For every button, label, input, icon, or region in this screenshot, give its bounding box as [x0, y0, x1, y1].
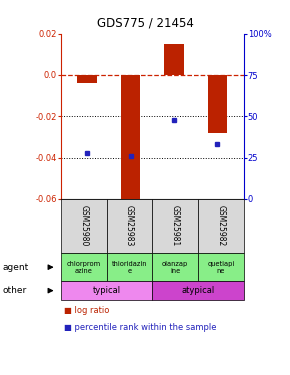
Text: GSM25980: GSM25980: [79, 205, 88, 247]
Bar: [164, 44, 184, 75]
Text: thioridazin
e: thioridazin e: [112, 261, 147, 274]
Text: ■ percentile rank within the sample: ■ percentile rank within the sample: [64, 322, 216, 332]
Bar: [77, 75, 97, 83]
Text: quetiapi
ne: quetiapi ne: [207, 261, 234, 274]
Bar: [121, 75, 140, 209]
Text: chlorprom
azine: chlorprom azine: [67, 261, 101, 274]
Text: GSM25981: GSM25981: [171, 206, 180, 247]
Text: GSM25983: GSM25983: [125, 205, 134, 247]
Text: GSM25982: GSM25982: [216, 206, 225, 247]
Text: GDS775 / 21454: GDS775 / 21454: [97, 17, 193, 30]
Text: other: other: [3, 286, 27, 295]
Text: olanzap
ine: olanzap ine: [162, 261, 188, 274]
Text: ■ log ratio: ■ log ratio: [64, 306, 109, 315]
Text: typical: typical: [93, 286, 121, 295]
Text: agent: agent: [3, 263, 29, 272]
Text: atypical: atypical: [181, 286, 215, 295]
Bar: [208, 75, 227, 133]
